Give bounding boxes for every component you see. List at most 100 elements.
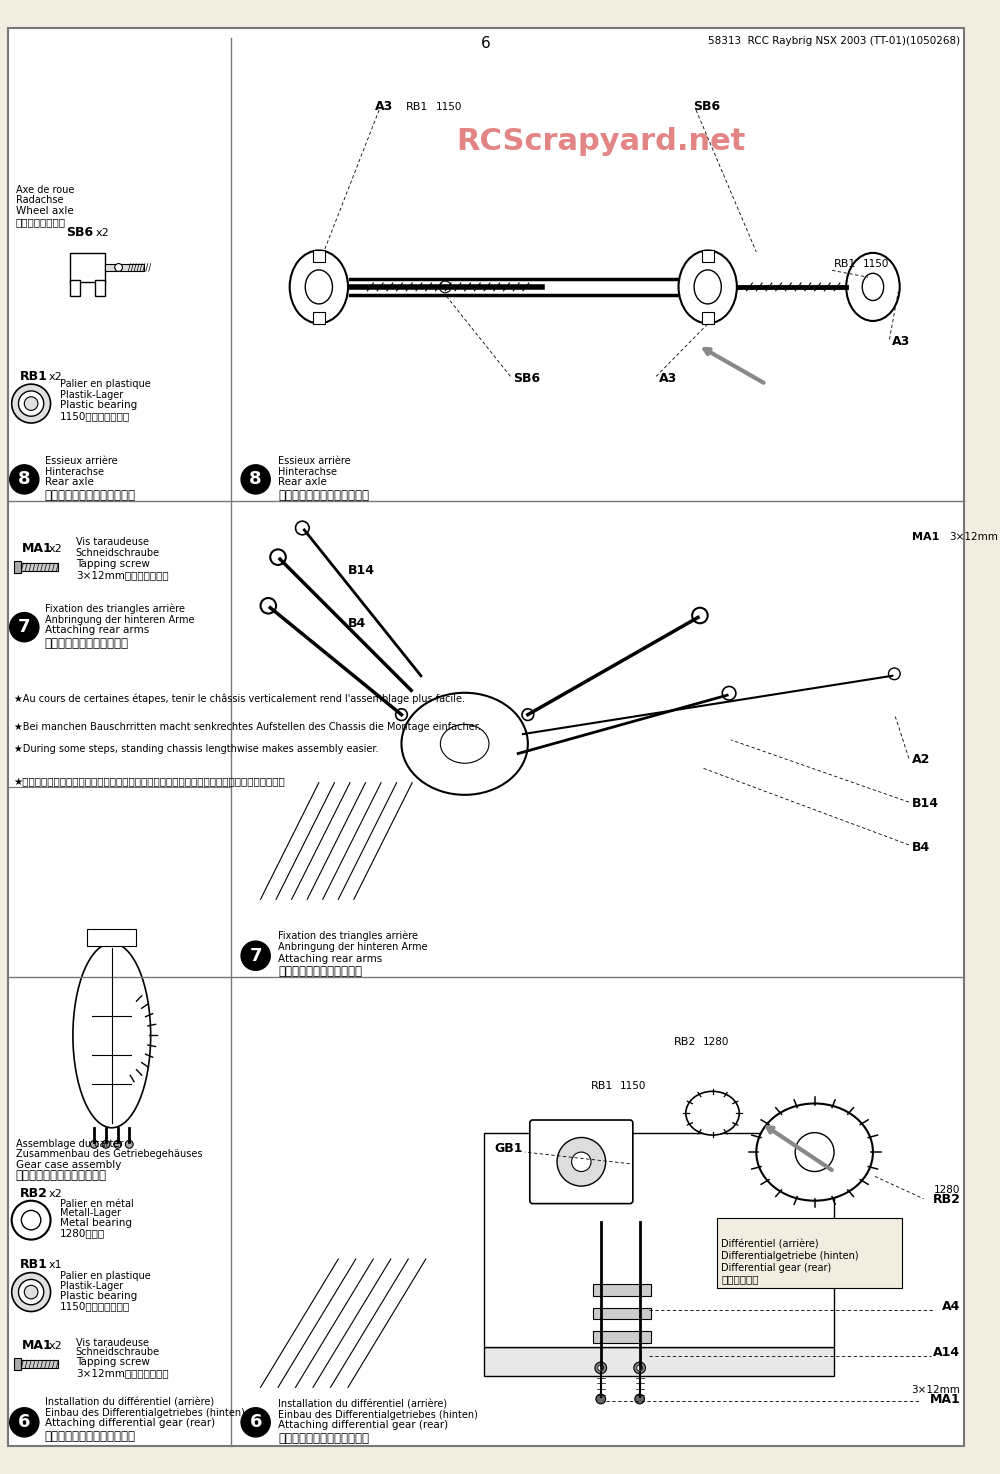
- Text: RCScrapyard.net: RCScrapyard.net: [456, 127, 745, 156]
- Text: Palier en plastique: Palier en plastique: [60, 379, 151, 389]
- Text: Differentialgetriebe (hinten): Differentialgetriebe (hinten): [721, 1251, 859, 1262]
- Circle shape: [125, 1141, 133, 1148]
- Text: SB6: SB6: [693, 100, 720, 113]
- Text: 《リアアクセルの組み立て》: 《リアアクセルの組み立て》: [278, 489, 369, 503]
- Text: RB1: RB1: [834, 259, 856, 270]
- Circle shape: [12, 1201, 51, 1240]
- Text: Assemblage du carter: Assemblage du carter: [16, 1139, 123, 1150]
- Text: Schneidschraube: Schneidschraube: [76, 548, 160, 559]
- Text: Differential gear (rear): Differential gear (rear): [721, 1263, 832, 1272]
- Ellipse shape: [401, 693, 528, 794]
- Bar: [593, 1284, 651, 1296]
- Text: Palier en plastique: Palier en plastique: [60, 1272, 151, 1281]
- Text: Schneidschraube: Schneidschraube: [76, 1347, 160, 1358]
- Text: 《ギヤケースの組み立て方》: 《ギヤケースの組み立て方》: [16, 1169, 107, 1182]
- Text: x1: x1: [49, 1260, 62, 1269]
- Text: 《リアデフギヤの取り付け》: 《リアデフギヤの取り付け》: [45, 1430, 136, 1443]
- Text: SB6: SB6: [66, 227, 93, 239]
- Circle shape: [596, 1394, 606, 1403]
- Text: Rear axle: Rear axle: [278, 478, 327, 488]
- Bar: [717, 1218, 902, 1288]
- Circle shape: [522, 709, 534, 721]
- Text: Fixation des triangles arrière: Fixation des triangles arrière: [45, 604, 185, 615]
- Text: Wheel axle: Wheel axle: [16, 206, 73, 217]
- Text: 3×12mm: 3×12mm: [912, 1386, 960, 1396]
- Text: Metal bearing: Metal bearing: [60, 1218, 132, 1228]
- Text: 《リアデフギヤの取り付け》: 《リアデフギヤの取り付け》: [278, 1433, 369, 1445]
- Circle shape: [634, 1362, 645, 1374]
- Text: RB1: RB1: [406, 102, 429, 112]
- Circle shape: [241, 1408, 270, 1437]
- Text: A3: A3: [375, 100, 393, 113]
- Text: Radachse: Radachse: [16, 196, 63, 205]
- Text: 《リアアームの取り付け》: 《リアアームの取り付け》: [278, 965, 362, 979]
- Text: ★During some steps, standing chassis lengthwise makes assembly easier.: ★During some steps, standing chassis len…: [14, 744, 378, 753]
- Ellipse shape: [686, 1091, 739, 1135]
- Text: 3×12mmタッピングビス: 3×12mmタッピングビス: [76, 570, 168, 581]
- Circle shape: [270, 550, 286, 565]
- Text: RB2: RB2: [674, 1038, 696, 1047]
- Text: Plastic bearing: Plastic bearing: [60, 401, 138, 410]
- Ellipse shape: [290, 251, 348, 323]
- Ellipse shape: [862, 273, 884, 301]
- Text: Rear axle: Rear axle: [45, 478, 94, 488]
- Text: Vis taraudeuse: Vis taraudeuse: [76, 1337, 149, 1347]
- Text: Attaching rear arms: Attaching rear arms: [45, 625, 149, 635]
- Text: 1150: 1150: [436, 102, 462, 112]
- Text: 58313  RCC Raybrig NSX 2003 (TT-01)(1050268): 58313 RCC Raybrig NSX 2003 (TT-01)(10502…: [708, 35, 960, 46]
- Text: 7: 7: [18, 618, 31, 637]
- Text: Installation du différentiel (arrière): Installation du différentiel (arrière): [45, 1397, 214, 1408]
- Circle shape: [115, 264, 122, 271]
- Text: 1280メタル: 1280メタル: [60, 1229, 105, 1238]
- Text: 3×12mmタッピングビス: 3×12mmタッピングビス: [76, 1368, 168, 1378]
- Text: ★アームやギヤを取り付ける時は図のようにシャーシを立てておこなうと楽に作業ができます。: ★アームやギヤを取り付ける時は図のようにシャーシを立てておこなうと楽に作業ができ…: [14, 777, 285, 787]
- Text: 6: 6: [481, 35, 491, 52]
- Text: 《リアアクセルの組み立て》: 《リアアクセルの組み立て》: [45, 489, 136, 503]
- Text: A3: A3: [892, 335, 911, 348]
- Text: Attaching differential gear (rear): Attaching differential gear (rear): [45, 1418, 215, 1428]
- Circle shape: [90, 1141, 98, 1148]
- Text: x2: x2: [95, 228, 109, 239]
- Ellipse shape: [440, 724, 489, 764]
- Text: 1150: 1150: [620, 1080, 647, 1091]
- Bar: [593, 1331, 651, 1343]
- Circle shape: [795, 1132, 834, 1172]
- Text: Palier en métal: Palier en métal: [60, 1198, 134, 1209]
- Text: Tapping screw: Tapping screw: [76, 1358, 150, 1366]
- Text: Différentiel (arrière): Différentiel (arrière): [721, 1240, 819, 1250]
- Ellipse shape: [846, 254, 900, 321]
- Text: x2: x2: [49, 544, 62, 554]
- Text: A4: A4: [942, 1300, 960, 1312]
- Text: Plastic bearing: Plastic bearing: [60, 1291, 138, 1302]
- Text: B14: B14: [348, 563, 375, 576]
- Circle shape: [396, 709, 407, 721]
- Circle shape: [439, 282, 451, 293]
- Text: GB1: GB1: [494, 1142, 523, 1156]
- Text: Fixation des triangles arrière: Fixation des triangles arrière: [278, 930, 418, 940]
- Circle shape: [598, 1365, 604, 1371]
- Text: x2: x2: [49, 373, 62, 382]
- Text: RB1: RB1: [591, 1080, 613, 1091]
- Text: ★Bei manchen Bauschrritten macht senkrechtes Aufstellen des Chassis die Montage : ★Bei manchen Bauschrritten macht senkrec…: [14, 722, 480, 733]
- Circle shape: [722, 687, 736, 700]
- Text: RB1: RB1: [19, 1257, 47, 1271]
- Circle shape: [241, 464, 270, 494]
- Text: SB6: SB6: [513, 371, 540, 385]
- Text: MA1: MA1: [930, 1393, 960, 1406]
- Bar: [70, 254, 105, 282]
- Bar: [484, 1347, 834, 1375]
- Text: 1150: 1150: [863, 259, 890, 270]
- Text: MA1: MA1: [21, 542, 52, 556]
- Text: 8: 8: [249, 470, 262, 488]
- Text: RB2: RB2: [933, 1192, 960, 1206]
- Ellipse shape: [73, 943, 151, 1128]
- Circle shape: [692, 607, 708, 624]
- Bar: [70, 280, 80, 296]
- Text: Essieux arrière: Essieux arrière: [278, 455, 351, 466]
- Text: 1150プラベアリング: 1150プラベアリング: [60, 1302, 130, 1312]
- Text: Plastik-Lager: Plastik-Lager: [60, 1281, 124, 1291]
- Text: 3×12mm: 3×12mm: [949, 532, 998, 541]
- Circle shape: [24, 397, 38, 410]
- Text: Anbringung der hinteren Arme: Anbringung der hinteren Arme: [278, 942, 428, 952]
- Ellipse shape: [756, 1104, 873, 1201]
